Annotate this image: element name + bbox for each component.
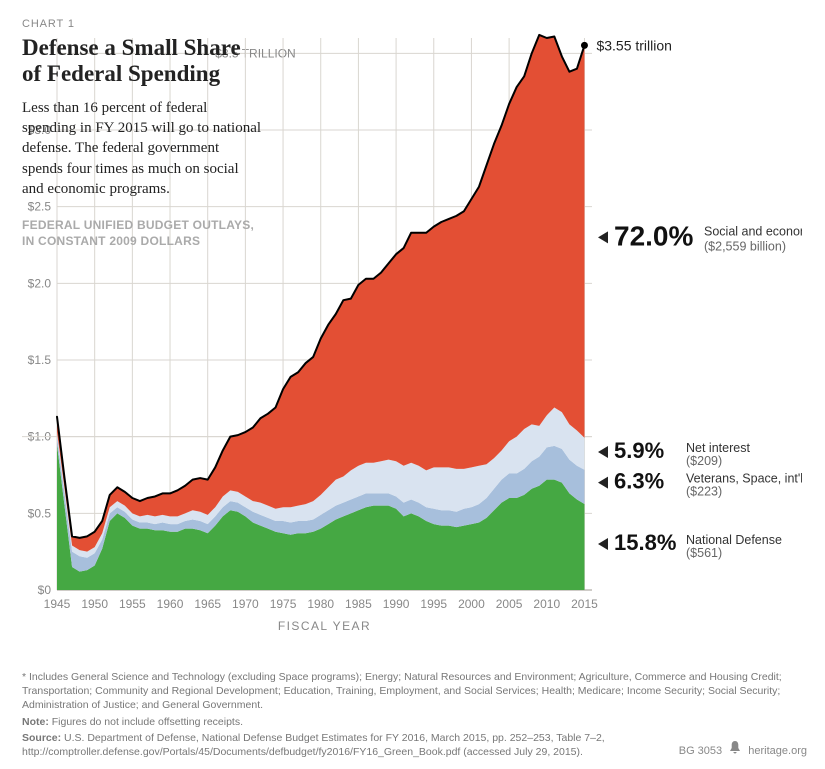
x-tick-label: 1975	[270, 597, 297, 611]
x-axis-title: FISCAL YEAR	[278, 619, 371, 633]
x-tick-label: 1960	[157, 597, 184, 611]
x-tick-label: 1970	[232, 597, 259, 611]
x-tick-label: 1965	[194, 597, 221, 611]
pct-interest: 5.9%	[614, 438, 664, 463]
header-block: Defense a Small Share of Federal Spendin…	[22, 35, 262, 250]
x-tick-label: 2010	[533, 597, 560, 611]
series-dollars-defense: ($561)	[686, 546, 722, 560]
x-tick-label: 1950	[81, 597, 108, 611]
pct-social: 72.0%	[614, 220, 693, 251]
footer-site: heritage.org	[748, 745, 807, 757]
footnote-star: * Includes General Science and Technolog…	[22, 670, 802, 713]
series-name-veterans: Veterans, Space, int'l	[686, 472, 802, 486]
footer-right: BG 3053 heritage.org	[679, 740, 807, 757]
y-tick-label: $0.5	[28, 506, 52, 520]
footnote-note: Note: Figures do not include offsetting …	[22, 715, 802, 729]
y-tick-label: $0	[38, 583, 52, 597]
pct-defense: 15.8%	[614, 530, 676, 555]
total-end-dot	[581, 42, 588, 49]
series-name-social: Social and economic*	[704, 224, 802, 238]
series-dollars-social: ($2,559 billion)	[704, 239, 786, 253]
chart-blurb: Less than 16 percent of federal spending…	[22, 98, 262, 199]
x-tick-label: 1945	[44, 597, 71, 611]
total-callout: $3.55 trillion	[596, 37, 672, 53]
footer-code: BG 3053	[679, 745, 722, 757]
x-tick-label: 2000	[458, 597, 485, 611]
chart-number: CHART 1	[22, 18, 807, 30]
x-tick-label: 2015	[571, 597, 598, 611]
series-name-defense: National Defense	[686, 533, 782, 547]
series-dollars-interest: ($209)	[686, 454, 722, 468]
chart-subhead: FEDERAL UNIFIED BUDGET OUTLAYS, IN CONST…	[22, 217, 262, 249]
x-tick-label: 1990	[383, 597, 410, 611]
series-dollars-veterans: ($223)	[686, 485, 722, 499]
y-tick-label: $1.5	[28, 353, 52, 367]
x-tick-label: 1955	[119, 597, 146, 611]
pointer-veterans	[598, 477, 608, 489]
x-tick-label: 2005	[496, 597, 523, 611]
x-tick-label: 1980	[307, 597, 334, 611]
page: CHART 1 Defense a Small Share of Federal…	[0, 0, 825, 769]
series-name-interest: Net interest	[686, 441, 750, 455]
bell-icon	[729, 740, 741, 754]
y-tick-label: $2.0	[28, 276, 52, 290]
x-tick-label: 1985	[345, 597, 372, 611]
pointer-interest	[598, 446, 608, 458]
pointer-social	[598, 231, 608, 243]
chart-title: Defense a Small Share of Federal Spendin…	[22, 35, 262, 88]
pointer-defense	[598, 538, 608, 550]
pct-veterans: 6.3%	[614, 469, 664, 494]
x-tick-label: 1995	[420, 597, 447, 611]
